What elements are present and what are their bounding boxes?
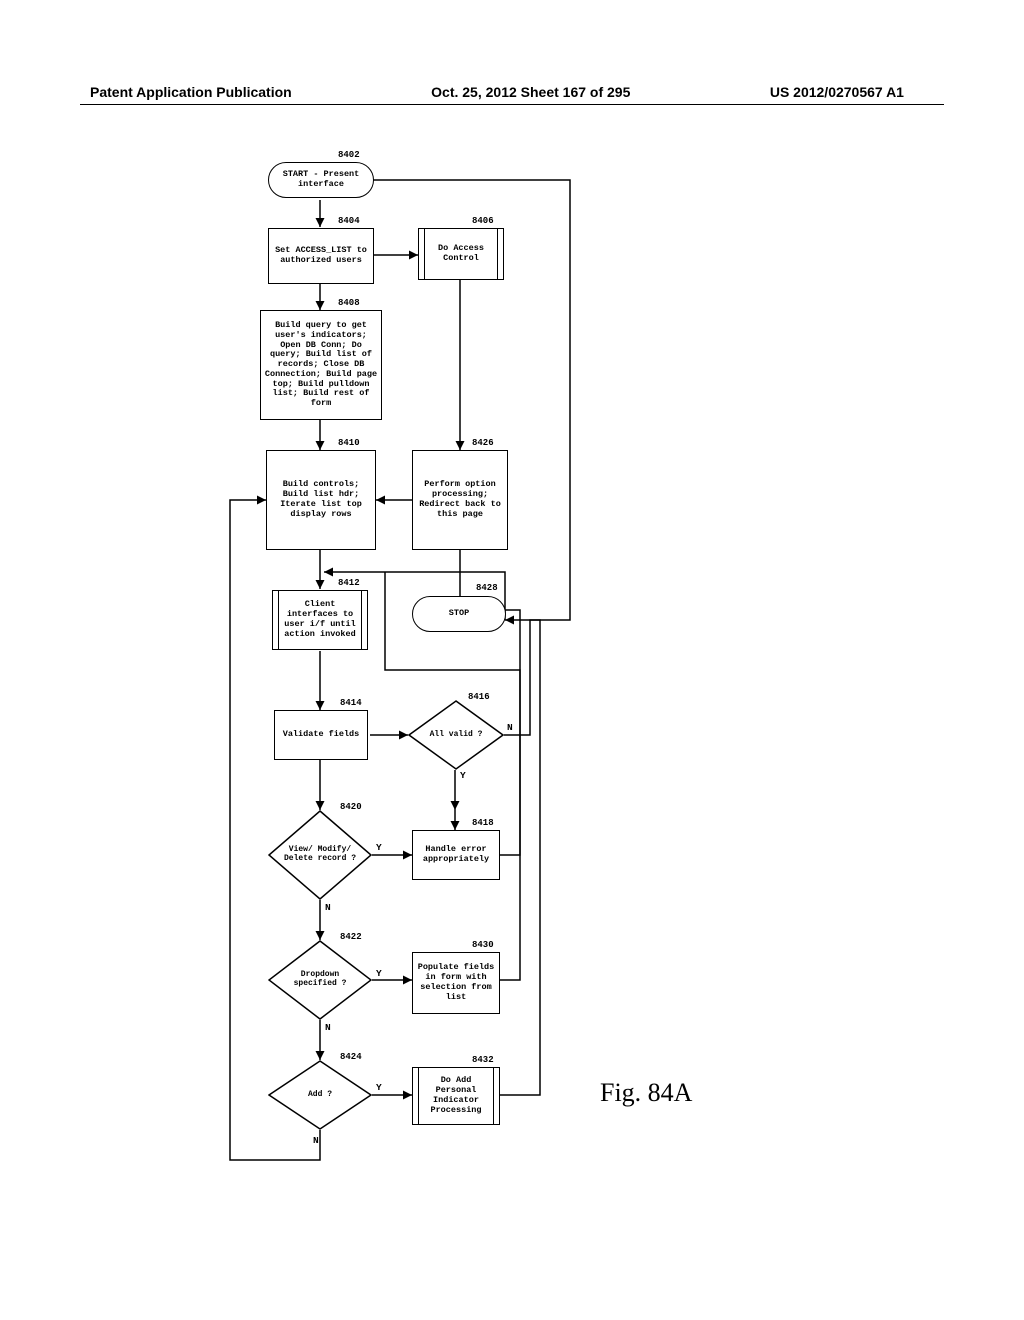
node-add: Add ?: [268, 1060, 372, 1130]
label-8416-y: Y: [460, 770, 466, 781]
node-perform-option: Perform option processing; Redirect back…: [412, 450, 508, 550]
node-validate-fields: Validate fields: [274, 710, 368, 760]
header-right: US 2012/0270567 A1: [770, 84, 904, 100]
node-set-access-list: Set ACCESS_LIST to authorized users: [268, 228, 374, 284]
node-view-modify-delete: View/ Modify/ Delete record ?: [268, 810, 372, 900]
node-do-access-control: Do Access Control: [418, 228, 504, 280]
label-8416-n: N: [507, 722, 513, 733]
ref-8412: 8412: [338, 578, 360, 588]
ref-8428: 8428: [476, 583, 498, 593]
node-all-valid: All valid ?: [408, 700, 504, 770]
ref-8404: 8404: [338, 216, 360, 226]
node-build-query: Build query to get user's indicators; Op…: [260, 310, 382, 420]
node-do-add-processing: Do Add Personal Indicator Processing: [412, 1067, 500, 1125]
label-8424-n: N: [313, 1135, 319, 1146]
header-center: Oct. 25, 2012 Sheet 167 of 295: [431, 84, 630, 100]
ref-8418: 8418: [472, 818, 494, 828]
label-8422-n: N: [325, 1022, 331, 1033]
label-8422-y: Y: [376, 968, 382, 979]
label-8420-y: Y: [376, 842, 382, 853]
node-client-interfaces: Client interfaces to user i/f until acti…: [272, 590, 368, 650]
node-dropdown-specified: Dropdown specified ?: [268, 940, 372, 1020]
node-view-modify-delete-text: View/ Modify/ Delete record ?: [268, 810, 372, 900]
ref-8410: 8410: [338, 438, 360, 448]
node-handle-error: Handle error appropriately: [412, 830, 500, 880]
node-dropdown-specified-text: Dropdown specified ?: [268, 940, 372, 1020]
node-build-controls: Build controls; Build list hdr; Iterate …: [266, 450, 376, 550]
page-header: Patent Application Publication Oct. 25, …: [0, 84, 1024, 100]
label-8420-n: N: [325, 902, 331, 913]
ref-8432: 8432: [472, 1055, 494, 1065]
ref-8430: 8430: [472, 940, 494, 950]
figure-number: Fig. 84A: [600, 1078, 692, 1108]
node-add-text: Add ?: [268, 1060, 372, 1130]
ref-8406: 8406: [472, 216, 494, 226]
label-8424-y: Y: [376, 1082, 382, 1093]
flowchart-page: 8402 START - Present interface 8404 Set …: [160, 130, 860, 1260]
node-all-valid-text: All valid ?: [408, 700, 504, 770]
header-rule: [80, 104, 944, 105]
header-left: Patent Application Publication: [90, 84, 292, 100]
ref-8408: 8408: [338, 298, 360, 308]
node-start: START - Present interface: [268, 162, 374, 198]
connectors: [160, 130, 860, 1260]
node-stop: STOP: [412, 596, 506, 632]
ref-8414: 8414: [340, 698, 362, 708]
ref-8426: 8426: [472, 438, 494, 448]
ref-8402: 8402: [338, 150, 360, 160]
node-populate-fields: Populate fields in form with selection f…: [412, 952, 500, 1014]
